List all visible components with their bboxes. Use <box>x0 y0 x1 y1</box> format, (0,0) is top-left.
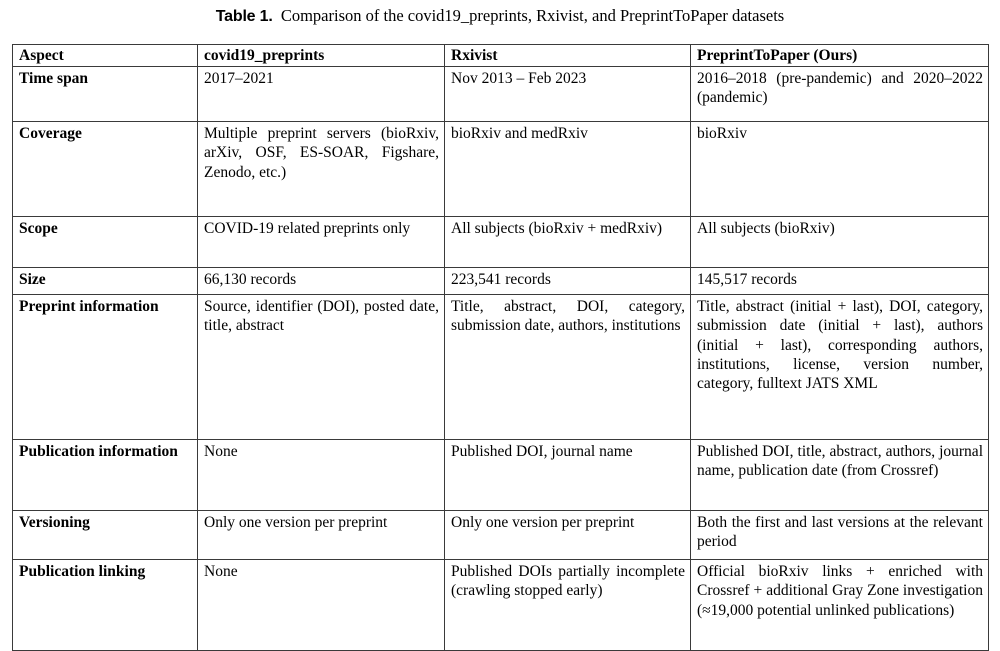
cell-covid19-preprint-information: Source, identifier (DOI), posted date, t… <box>197 294 445 441</box>
row-aspect-time-span: Time span <box>12 66 198 123</box>
cell-covid19-coverage: Multiple preprint servers (bioRxiv, arXi… <box>197 121 445 218</box>
column-header-aspect: Aspect <box>12 43 198 68</box>
row-aspect-versioning: Versioning <box>12 510 198 561</box>
row-aspect-publication-information: Publication information <box>12 439 198 512</box>
cell-rxivist-time-span: Nov 2013 – Feb 2023 <box>444 66 691 123</box>
cell-preprinttopaper-scope: All subjects (bioRxiv) <box>690 216 989 269</box>
cell-rxivist-size: 223,541 records <box>444 267 691 296</box>
table-row: Publication linking None Published DOIs … <box>12 559 989 651</box>
row-aspect-size: Size <box>12 267 198 296</box>
cell-rxivist-versioning: Only one version per preprint <box>444 510 691 561</box>
cell-preprinttopaper-publication-information: Published DOI, title, abstract, authors,… <box>690 439 989 512</box>
table-caption-label: Table 1. <box>215 8 273 25</box>
table-row: Versioning Only one version per preprint… <box>12 510 989 561</box>
table-header-row: Aspect covid19_preprints Rxivist Preprin… <box>12 43 989 68</box>
table-row: Size 66,130 records 223,541 records 145,… <box>12 267 989 296</box>
cell-preprinttopaper-coverage: bioRxiv <box>690 121 989 218</box>
cell-rxivist-publication-information: Published DOI, journal name <box>444 439 691 512</box>
comparison-table: Aspect covid19_preprints Rxivist Preprin… <box>12 43 989 651</box>
cell-preprinttopaper-versioning: Both the first and last versions at the … <box>690 510 989 561</box>
cell-covid19-size: 66,130 records <box>197 267 445 296</box>
row-aspect-publication-linking: Publication linking <box>12 559 198 651</box>
table-caption: Table 1. Comparison of the covid19_prepr… <box>12 6 988 27</box>
column-header-covid19-preprints: covid19_preprints <box>197 43 445 68</box>
cell-covid19-scope: COVID-19 related preprints only <box>197 216 445 269</box>
table-row: Scope COVID-19 related preprints only Al… <box>12 216 989 269</box>
table-header: Aspect covid19_preprints Rxivist Preprin… <box>12 43 989 68</box>
table-row: Preprint information Source, identifier … <box>12 294 989 441</box>
cell-rxivist-coverage: bioRxiv and medRxiv <box>444 121 691 218</box>
column-header-preprinttopaper: PreprintToPaper (Ours) <box>690 43 989 68</box>
row-aspect-preprint-information: Preprint information <box>12 294 198 441</box>
cell-preprinttopaper-publication-linking: Official bioRxiv links + enriched with C… <box>690 559 989 651</box>
table-row: Coverage Multiple preprint servers (bioR… <box>12 121 989 218</box>
cell-preprinttopaper-time-span: 2016–2018 (pre-pandemic) and 2020–2022 (… <box>690 66 989 123</box>
cell-rxivist-scope: All subjects (bioRxiv + medRxiv) <box>444 216 691 269</box>
cell-preprinttopaper-size: 145,517 records <box>690 267 989 296</box>
table-row: Time span 2017–2021 Nov 2013 – Feb 2023 … <box>12 66 989 123</box>
cell-covid19-publication-linking: None <box>197 559 445 651</box>
table-caption-text: Comparison of the covid19_preprints, Rxi… <box>280 6 785 25</box>
cell-preprinttopaper-preprint-information: Title, abstract (initial + last), DOI, c… <box>690 294 989 441</box>
cell-rxivist-publication-linking: Published DOIs partially incomplete (cra… <box>444 559 691 651</box>
column-header-rxivist: Rxivist <box>444 43 691 68</box>
row-aspect-scope: Scope <box>12 216 198 269</box>
cell-covid19-time-span: 2017–2021 <box>197 66 445 123</box>
table-row: Publication information None Published D… <box>12 439 989 512</box>
cell-covid19-publication-information: None <box>197 439 445 512</box>
cell-rxivist-preprint-information: Title, abstract, DOI, category, submissi… <box>444 294 691 441</box>
row-aspect-coverage: Coverage <box>12 121 198 218</box>
cell-covid19-versioning: Only one version per preprint <box>197 510 445 561</box>
table-body: Time span 2017–2021 Nov 2013 – Feb 2023 … <box>12 66 989 651</box>
